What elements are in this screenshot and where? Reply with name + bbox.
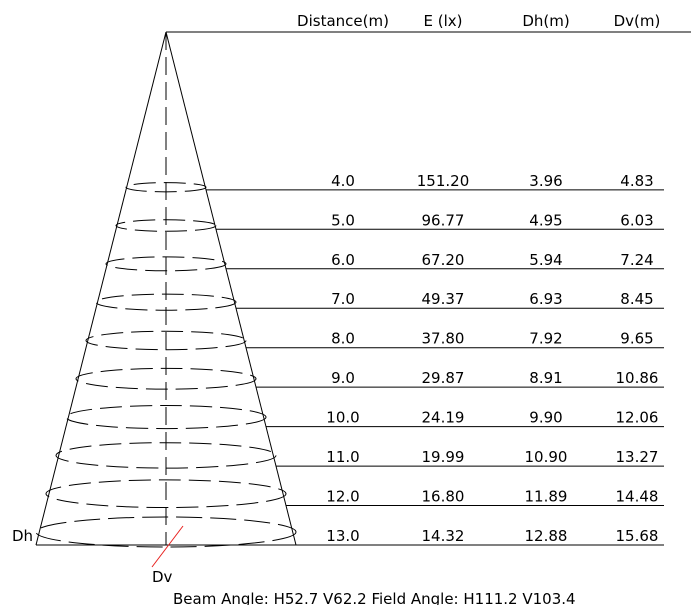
- dv-value: 14.48: [616, 488, 659, 506]
- dh-value: 9.90: [529, 409, 562, 427]
- dv-value: 8.45: [620, 290, 653, 308]
- dh-value: 12.88: [525, 527, 568, 545]
- distance-row: 13.0 14.32 12.88 15.68: [35, 516, 664, 548]
- illuminance-value: 49.37: [422, 290, 465, 308]
- distance-row: 9.0 29.87 8.91 10.86: [75, 367, 664, 390]
- dv-value: 13.27: [616, 448, 659, 466]
- beam-ellipse: [95, 293, 237, 311]
- dh-value: 5.94: [529, 251, 562, 269]
- beam-ellipse: [105, 256, 227, 272]
- beam-ellipse: [115, 219, 217, 232]
- beam-ellipse: [45, 479, 287, 509]
- illuminance-value: 14.32: [422, 527, 465, 545]
- distance-rows: 4.0 151.20 3.96 4.83 5.0 96.77 4.95 6.03 6.0 67.2…: [35, 172, 664, 548]
- distance-value: 5.0: [331, 211, 355, 229]
- distance-row: 7.0 49.37 6.93 8.45: [95, 290, 664, 311]
- dv-value: 9.65: [620, 330, 653, 348]
- dv-value: 7.24: [620, 251, 653, 269]
- header-dh: Dh(m): [522, 12, 569, 30]
- beam-ellipse: [125, 182, 207, 193]
- illuminance-value: 96.77: [422, 211, 465, 229]
- dv-value: 10.86: [616, 369, 659, 387]
- distance-row: 6.0 67.20 5.94 7.24: [105, 251, 664, 272]
- header-illuminance: E (lx): [424, 12, 463, 30]
- illuminance-value: 151.20: [417, 172, 470, 190]
- distance-row: 5.0 96.77 4.95 6.03: [115, 211, 664, 232]
- distance-row: 11.0 19.99 10.90 13.27: [55, 442, 664, 469]
- distance-value: 10.0: [326, 409, 359, 427]
- distance-value: 12.0: [326, 488, 359, 506]
- dv-value: 4.83: [620, 172, 653, 190]
- distance-value: 9.0: [331, 369, 355, 387]
- distance-row: 4.0 151.20 3.96 4.83: [125, 172, 664, 193]
- beam-ellipse: [65, 405, 267, 430]
- dh-value: 6.93: [529, 290, 562, 308]
- illuminance-value: 37.80: [422, 330, 465, 348]
- header-distance: Distance(m): [297, 12, 389, 30]
- header-dv: Dv(m): [614, 12, 661, 30]
- dv-value: 6.03: [620, 211, 653, 229]
- distance-row: 10.0 24.19 9.90 12.06: [65, 405, 664, 430]
- dv-label: Dv: [152, 568, 173, 586]
- dh-value: 4.95: [529, 211, 562, 229]
- distance-value: 13.0: [326, 527, 359, 545]
- dv-marker-line: [151, 525, 184, 568]
- dv-value: 15.68: [616, 527, 659, 545]
- illuminance-value: 24.19: [422, 409, 465, 427]
- dh-value: 10.90: [525, 448, 568, 466]
- dh-value: 11.89: [525, 488, 568, 506]
- distance-value: 6.0: [331, 251, 355, 269]
- dh-label: Dh: [12, 527, 33, 545]
- dh-value: 8.91: [529, 369, 562, 387]
- illuminance-value: 19.99: [422, 448, 465, 466]
- dh-value: 7.92: [529, 330, 562, 348]
- illuminance-value: 29.87: [422, 369, 465, 387]
- illuminance-value: 16.80: [422, 488, 465, 506]
- beam-ellipse: [35, 516, 297, 548]
- dv-value: 12.06: [616, 409, 659, 427]
- beam-ellipse: [55, 442, 277, 469]
- cone-left-edge: [35, 31, 167, 546]
- distance-row: 12.0 16.80 11.89 14.48: [45, 479, 664, 509]
- dh-value: 3.96: [529, 172, 562, 190]
- distance-value: 8.0: [331, 330, 355, 348]
- distance-value: 7.0: [331, 290, 355, 308]
- beam-ellipse: [75, 367, 257, 390]
- beam-ellipse: [85, 330, 247, 351]
- distance-value: 4.0: [331, 172, 355, 190]
- illuminance-value: 67.20: [422, 251, 465, 269]
- cone-right-edge: [165, 31, 297, 546]
- distance-value: 11.0: [326, 448, 359, 466]
- distance-row: 8.0 37.80 7.92 9.65: [85, 330, 664, 351]
- angle-footer: Beam Angle: H52.7 V62.2 Field Angle: H11…: [173, 590, 576, 605]
